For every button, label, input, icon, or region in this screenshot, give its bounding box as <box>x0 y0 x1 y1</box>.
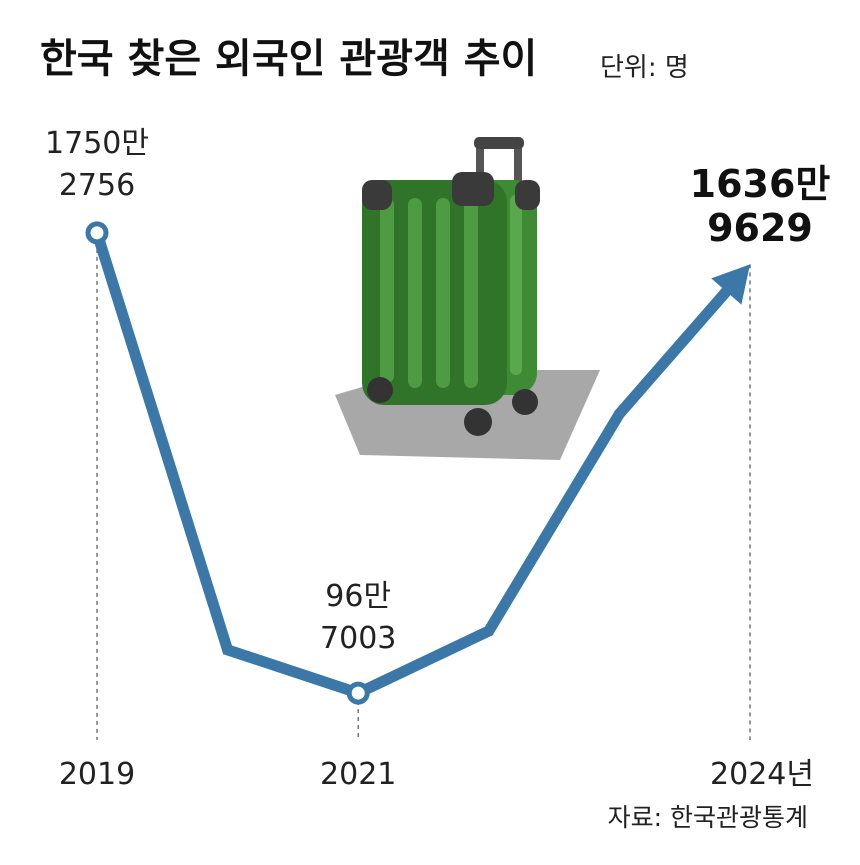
chart-title: 한국 찾은 외국인 관광객 추이 <box>40 36 537 82</box>
x-tick-label: 2024년 <box>710 757 814 792</box>
source: 자료: 한국관광통계 <box>608 803 808 832</box>
unit-label: 단위: 명 <box>600 53 689 83</box>
x-tick-label: 2021 <box>320 757 396 792</box>
x-tick-label: 2019 <box>59 757 135 792</box>
suitcase-illustration <box>335 137 600 460</box>
data-line <box>91 231 738 700</box>
data-label: 1636만 9629 <box>690 162 831 250</box>
arrow-head <box>711 264 750 305</box>
point-marker <box>346 681 370 705</box>
point-marker <box>85 221 109 245</box>
data-label: 96만 7003 <box>320 579 396 656</box>
data-label: 1750만 2756 <box>45 126 149 203</box>
